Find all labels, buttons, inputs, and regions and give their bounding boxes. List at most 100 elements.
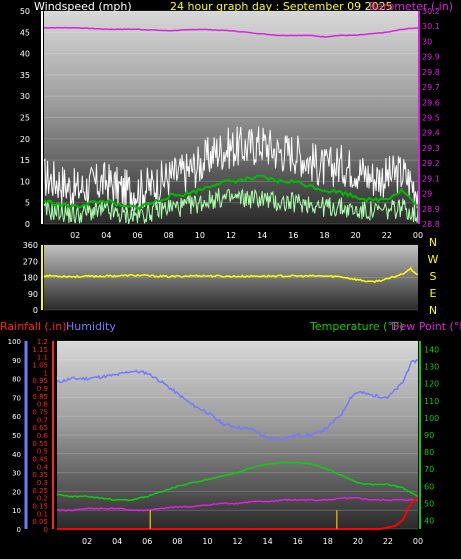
temperature-tick-label: 140 — [424, 346, 439, 355]
compass-tick-label: E — [430, 287, 437, 300]
windspeed-tick-label: 30 — [20, 92, 30, 101]
wind-direction-line — [43, 266, 419, 284]
rainfall-tick-label: 0.55 — [32, 440, 48, 448]
windspeed-tick-label: 20 — [20, 135, 30, 144]
compass-tick-label: S — [430, 270, 437, 283]
axes-layer: 0510152025303540455028.828.92929.129.229… — [8, 7, 440, 546]
rainfall-line — [57, 496, 419, 530]
wind-mean-line — [43, 174, 419, 211]
rainfall-tick-label: 0.85 — [32, 393, 48, 401]
direction-tick-label: 180 — [23, 274, 38, 283]
windspeed-tick-label: 5 — [25, 199, 30, 208]
rainfall-tick-label: 0.7 — [37, 416, 48, 424]
x-tick-label: 18 — [323, 537, 333, 546]
rainfall-tick-label: 0.25 — [32, 487, 48, 495]
barometer-tick-label: 29 — [422, 190, 432, 199]
x-tick-label: 20 — [353, 537, 363, 546]
humidity-tick-label: 70 — [12, 394, 21, 402]
x-tick-label: 16 — [288, 231, 298, 240]
temperature-tick-label: 60 — [424, 482, 434, 491]
x-tick-label: 12 — [226, 231, 236, 240]
direction-tick-label: 0 — [33, 306, 38, 315]
barometer-tick-label: 29.3 — [422, 144, 440, 153]
windspeed-axis-title: Windspeed (mph) — [34, 0, 132, 13]
humidity-tick-label: 0 — [17, 526, 21, 534]
humidity-axis-title: Humidity — [66, 320, 116, 333]
temperature-line — [56, 461, 419, 502]
rainfall-tick-label: 0.5 — [37, 448, 48, 456]
series-layer — [43, 26, 419, 530]
humidity-tick-label: 30 — [12, 470, 21, 478]
temperature-tick-label: 70 — [424, 465, 434, 474]
windspeed-tick-label: 45 — [20, 28, 30, 37]
x-tick-label: 06 — [132, 231, 142, 240]
barometer-tick-label: 29.7 — [422, 83, 440, 92]
temperature-axis-title: Temperature (°F) — [310, 320, 404, 333]
rainfall-tick-label: 0.4 — [37, 463, 49, 471]
x-tick-label: 04 — [112, 537, 122, 546]
rainfall-tick-label: 0.2 — [37, 495, 48, 503]
humidity-tick-label: 100 — [8, 338, 21, 346]
temperature-tick-label: 50 — [424, 499, 434, 508]
x-tick-label: 02 — [70, 231, 80, 240]
x-tick-label: 22 — [383, 537, 393, 546]
rainfall-tick-label: 0.9 — [37, 385, 48, 393]
windspeed-tick-label: 50 — [20, 7, 30, 16]
barometer-tick-label: 29.5 — [422, 114, 440, 123]
plot-backgrounds — [44, 11, 418, 529]
rainfall-tick-label: 0.35 — [32, 471, 48, 479]
rainfall-tick-label: 1.05 — [32, 362, 48, 370]
windspeed-tick-label: 0 — [25, 220, 30, 229]
x-tick-label: 14 — [262, 537, 272, 546]
humidity-line — [56, 358, 419, 441]
temperature-tick-label: 110 — [424, 397, 439, 406]
barometer-tick-label: 30.1 — [422, 22, 440, 31]
humidity-tick-label: 60 — [12, 413, 21, 421]
direction-tick-label: 270 — [23, 257, 38, 266]
rainfall-tick-label: 0.75 — [32, 409, 48, 417]
barometer-tick-label: 29.4 — [422, 129, 440, 138]
rainfall-tick-label: 0.15 — [32, 503, 48, 511]
compass-tick-label: N — [429, 304, 437, 317]
x-tick-label: 16 — [293, 537, 303, 546]
barometer-tick-label: 29.8 — [422, 68, 440, 77]
rainfall-tick-label: 0 — [44, 526, 48, 534]
barometer-tick-label: 28.8 — [422, 220, 440, 229]
x-tick-label: 10 — [202, 537, 212, 546]
rainfall-tick-label: 0.45 — [32, 456, 48, 464]
rainfall-tick-label: 1.2 — [37, 338, 48, 346]
wind-gust-line — [43, 126, 419, 212]
humidity-tick-label: 20 — [12, 488, 21, 496]
barometer-tick-label: 28.9 — [422, 205, 440, 214]
barometer-tick-label: 30 — [422, 37, 432, 46]
windspeed-tick-label: 25 — [20, 114, 30, 123]
windspeed-tick-label: 35 — [20, 71, 30, 80]
windspeed-tick-label: 15 — [20, 156, 30, 165]
barometer-tick-label: 29.2 — [422, 159, 440, 168]
x-tick-label: 18 — [319, 231, 329, 240]
compass-tick-label: N — [429, 236, 437, 249]
humidity-tick-label: 80 — [12, 376, 21, 384]
temperature-tick-label: 130 — [424, 363, 439, 372]
dewpoint-axis-title: Dew Point (°F) — [391, 320, 461, 333]
temperature-tick-label: 80 — [424, 448, 434, 457]
x-tick-label: 20 — [351, 231, 361, 240]
x-tick-label: 12 — [232, 537, 242, 546]
temperature-tick-label: 100 — [424, 414, 439, 423]
x-tick-label: 02 — [82, 537, 92, 546]
x-tick-label: 08 — [172, 537, 182, 546]
x-tick-label: 14 — [257, 231, 267, 240]
rainfall-tick-label: 1.1 — [37, 354, 48, 362]
x-tick-label: 00 — [413, 537, 423, 546]
rainfall-tick-label: 0.95 — [32, 377, 48, 385]
rainfall-tick-label: 1.15 — [32, 346, 48, 354]
x-tick-label: 22 — [382, 231, 392, 240]
rainfall-tick-label: 0.65 — [32, 424, 48, 432]
humidity-tick-label: 90 — [12, 357, 21, 365]
humidity-tick-label: 50 — [12, 432, 21, 440]
direction-tick-label: 360 — [23, 241, 38, 250]
temperature-tick-label: 120 — [424, 380, 439, 389]
barometer-line — [44, 26, 419, 38]
barometer-tick-label: 29.1 — [422, 174, 440, 183]
